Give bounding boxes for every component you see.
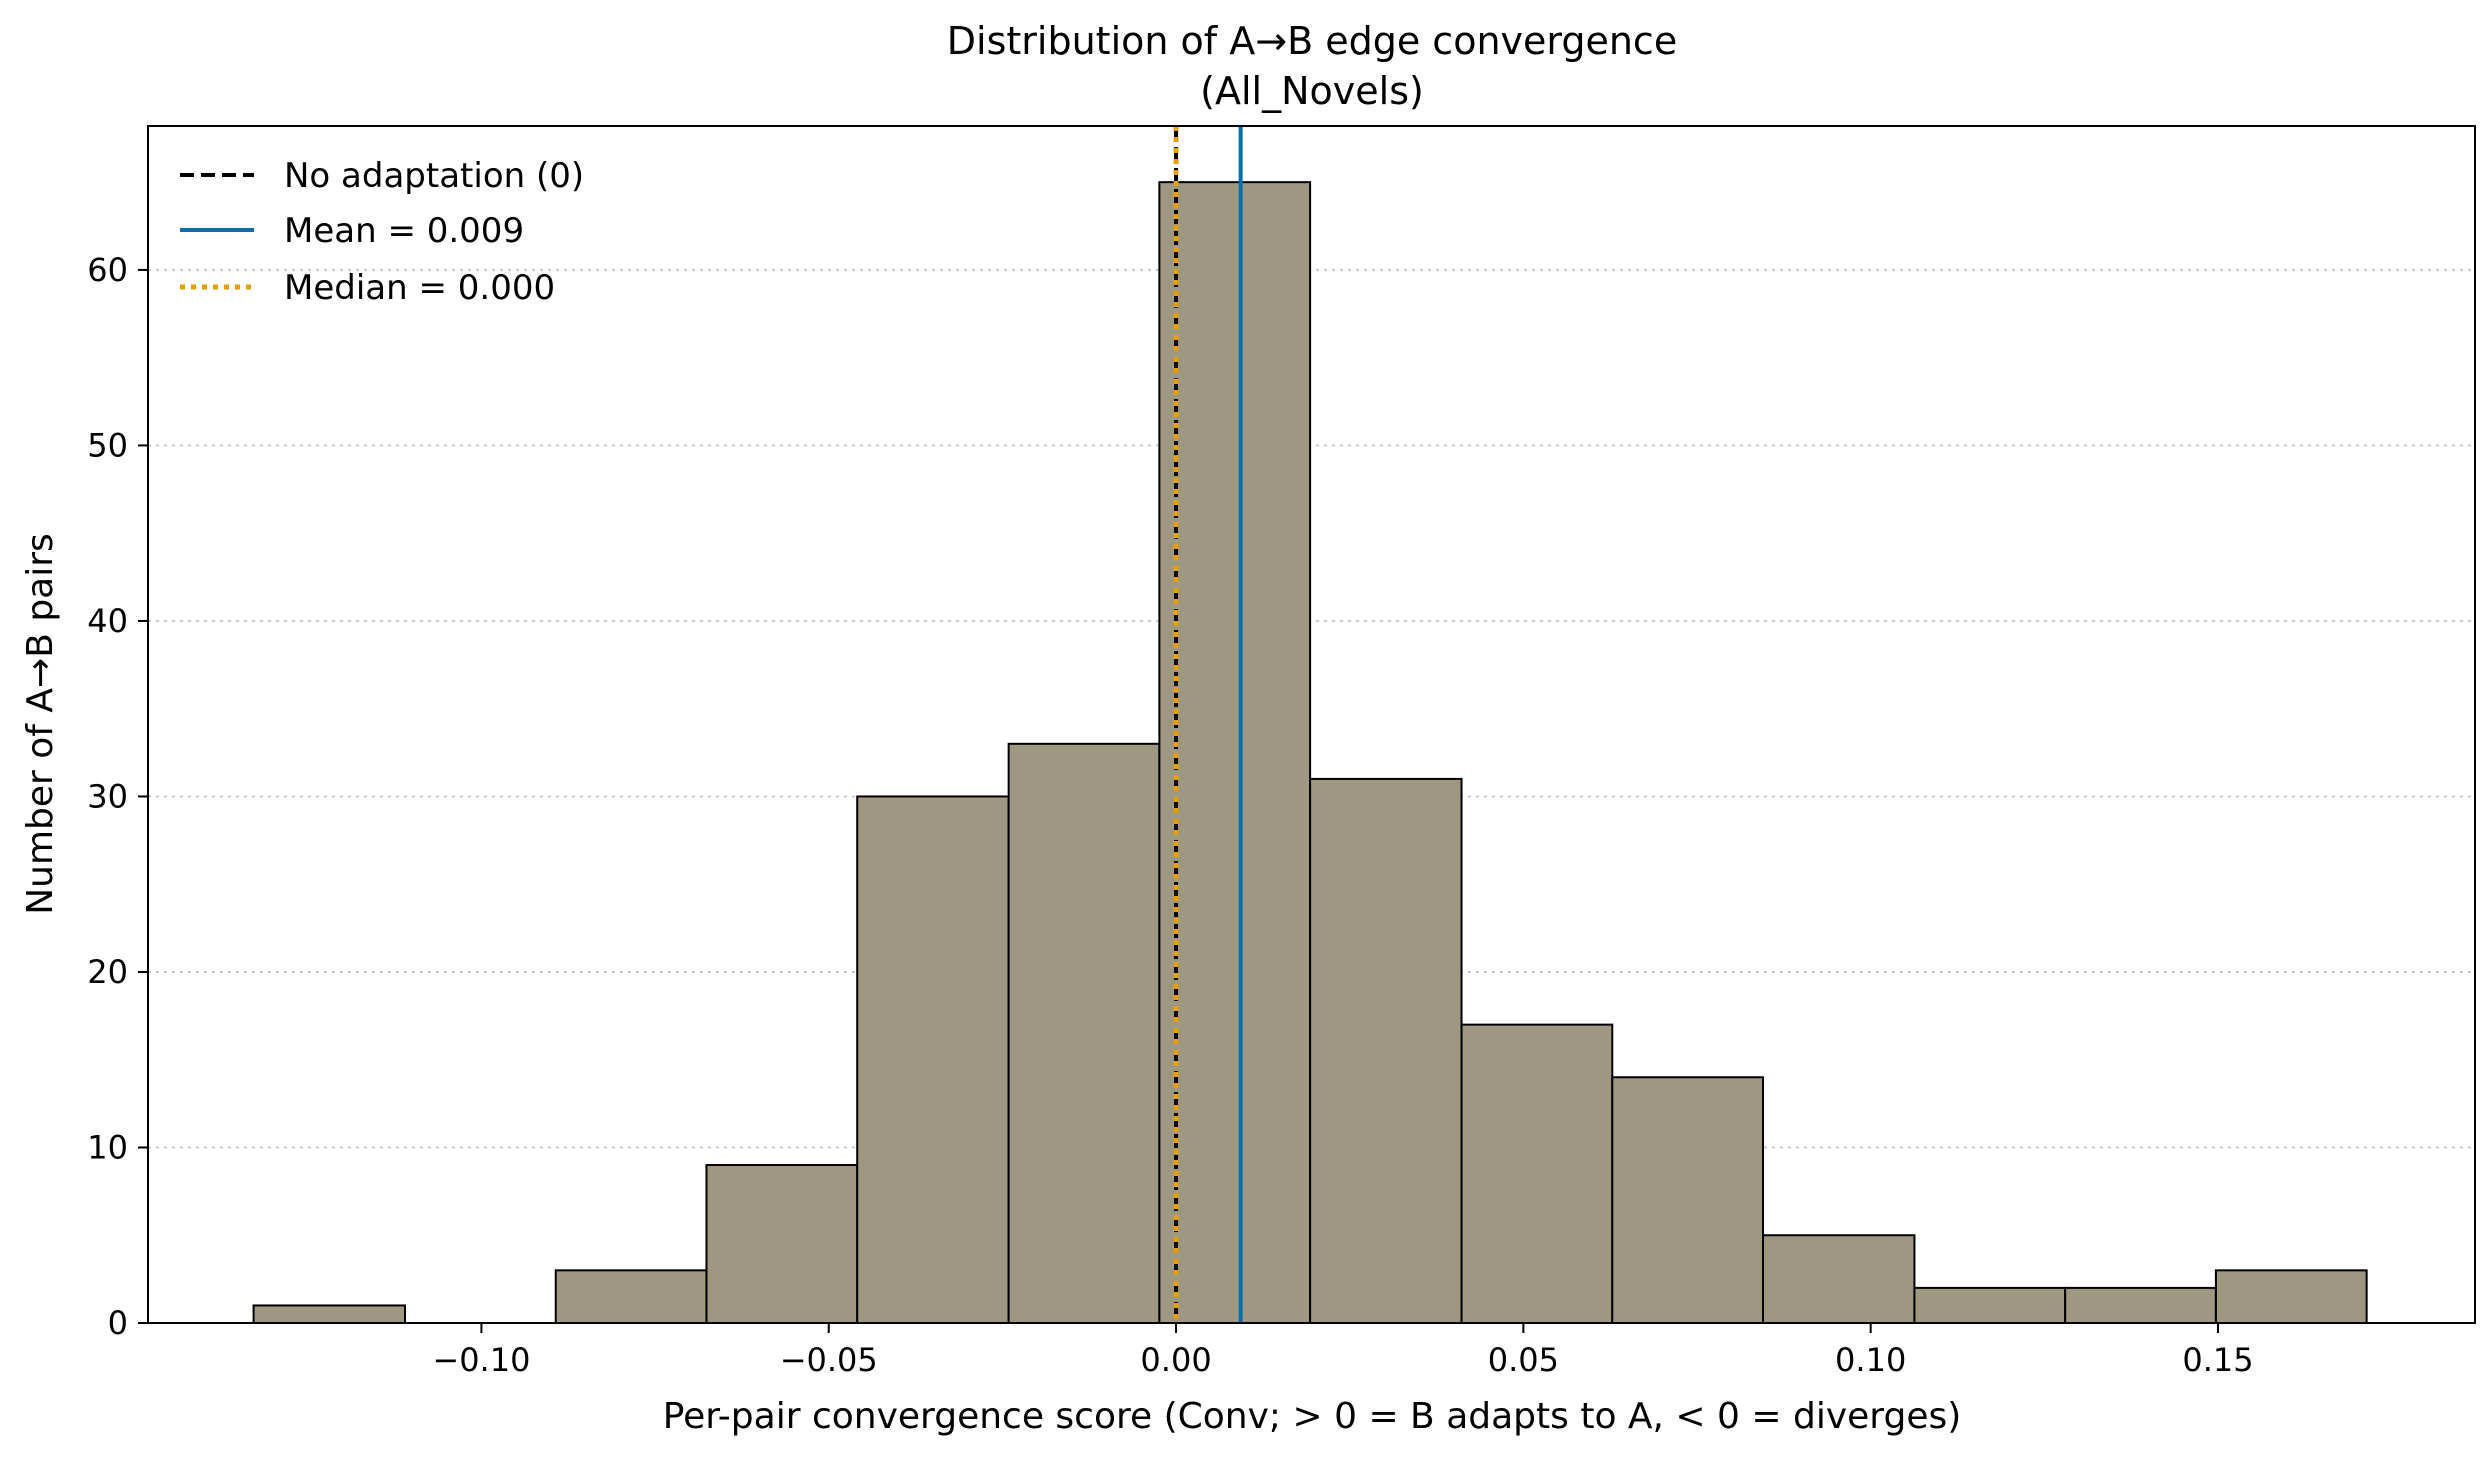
x-axis-label: Per-pair convergence score (Conv; > 0 = …: [663, 1396, 1962, 1437]
histogram-bar: [1158, 181, 1312, 1325]
histogram-bar: [705, 1164, 859, 1324]
plot-frame: [147, 125, 2476, 1324]
histogram-bar: [1913, 1286, 2067, 1324]
histogram-bar: [1611, 1076, 1765, 1324]
y-axis-label: Number of A→B pairs: [20, 533, 61, 915]
histogram-bar: [554, 1269, 708, 1325]
y-tick-label: 40: [87, 602, 128, 640]
histogram-bar: [1460, 1023, 1614, 1324]
x-tick-label: 0.05: [1488, 1341, 1559, 1379]
histogram-bar: [1007, 742, 1161, 1324]
reference-lines: [1173, 126, 1243, 1323]
histogram-bar: [1762, 1234, 1916, 1325]
x-tick-label: 0.00: [1140, 1341, 1211, 1379]
x-axis-ticks: −0.10 −0.05 0.00 0.05 0.10 0.15: [432, 1323, 2254, 1379]
y-axis-ticks: 0 10 20 30 40 50 60: [87, 251, 148, 1342]
legend: No adaptation (0) Mean = 0.009 Median = …: [180, 156, 584, 308]
y-tick-label: 30: [87, 777, 128, 815]
histogram-bars: [252, 181, 2368, 1325]
y-tick-label: 20: [87, 953, 128, 991]
y-tick-label: 10: [87, 1128, 128, 1166]
x-tick-label: 0.15: [2182, 1341, 2253, 1379]
histogram-bar: [1309, 777, 1463, 1324]
y-tick-label: 50: [87, 426, 128, 464]
chart-title: Distribution of A→B edge convergence: [947, 19, 1677, 63]
y-tick-label: 0: [108, 1304, 128, 1342]
histogram-bar: [252, 1304, 407, 1325]
y-tick-label: 60: [87, 251, 128, 289]
x-tick-label: −0.10: [432, 1341, 530, 1379]
legend-label-median: Median = 0.000: [284, 268, 555, 308]
x-tick-label: −0.05: [780, 1341, 878, 1379]
histogram-bar: [856, 795, 1010, 1324]
x-tick-label: 0.10: [1835, 1341, 1906, 1379]
legend-label-no-adaptation: No adaptation (0): [284, 156, 584, 196]
chart-subtitle: (All_Novels): [1200, 69, 1424, 113]
legend-label-mean: Mean = 0.009: [284, 211, 524, 251]
histogram-bar: [2214, 1269, 2368, 1325]
histogram-bar: [2064, 1286, 2217, 1324]
